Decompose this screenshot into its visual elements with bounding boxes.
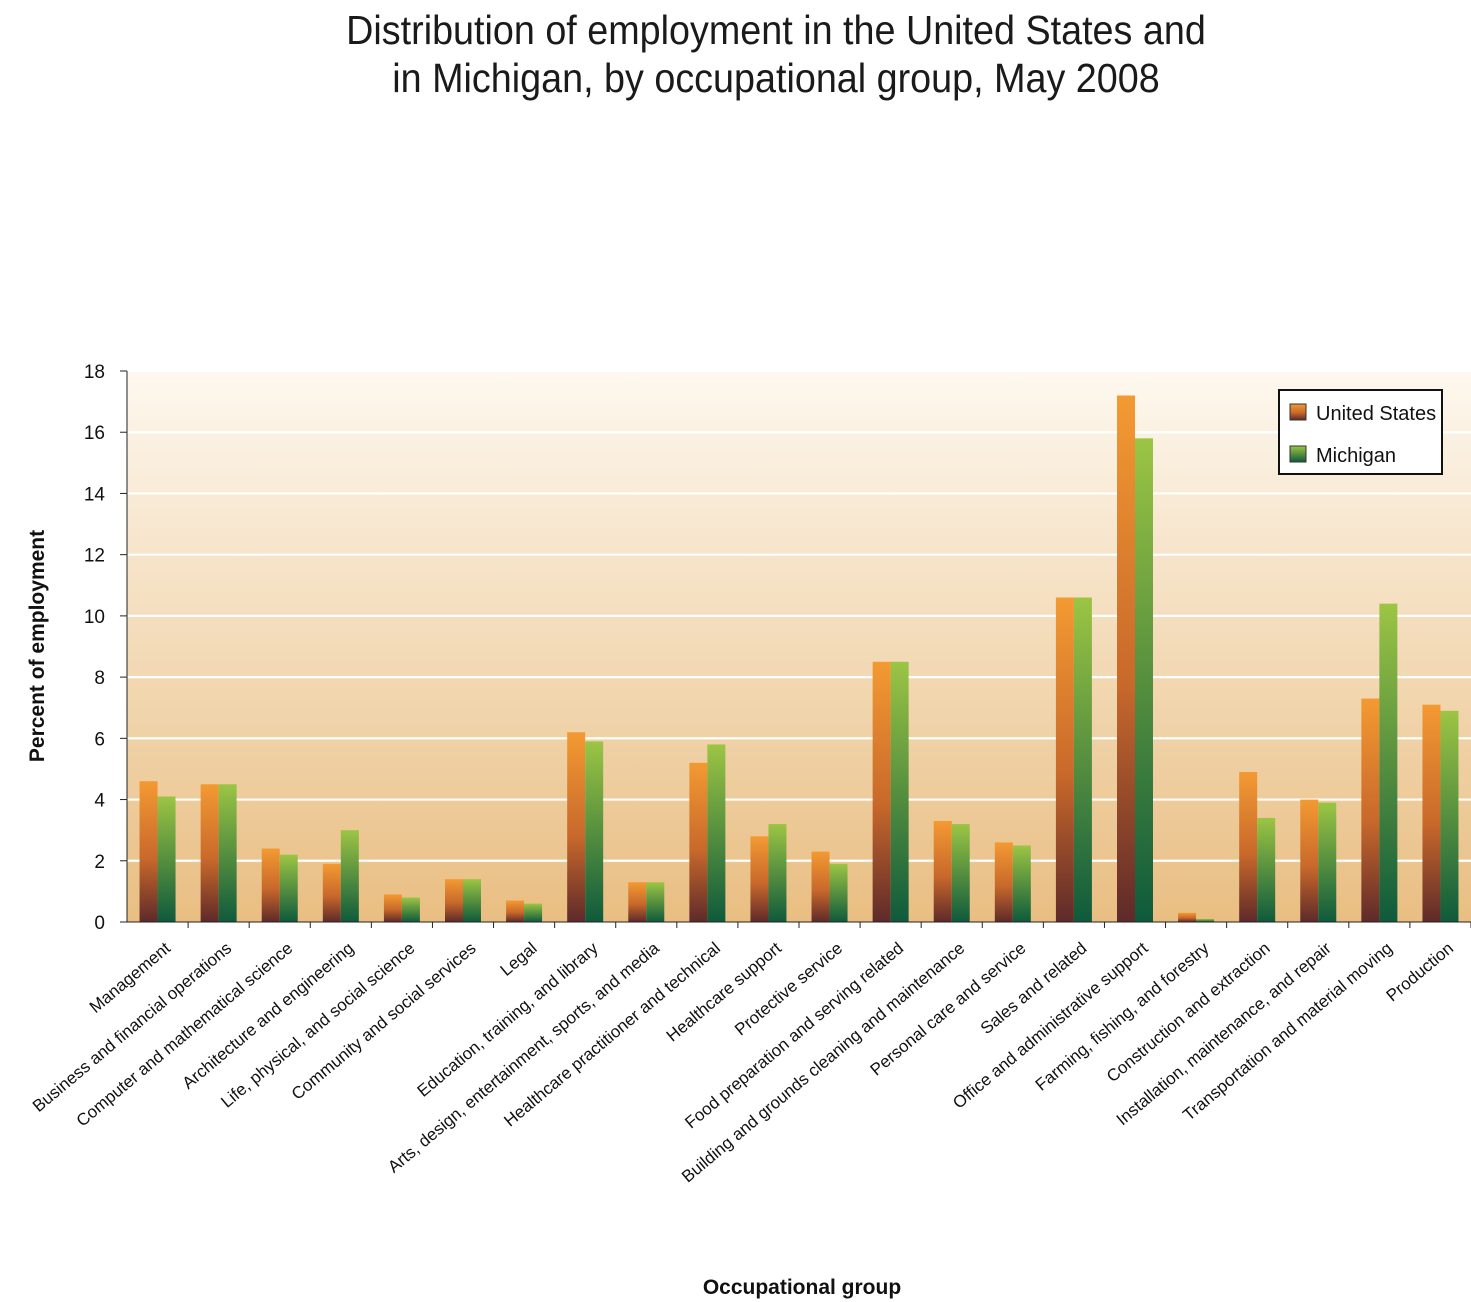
legend-swatch-united-states xyxy=(1289,403,1307,421)
bar-united-states xyxy=(567,732,586,922)
bar-united-states xyxy=(1178,912,1197,922)
bar-michigan xyxy=(1012,845,1031,922)
category-label: Installation, maintenance, and repair xyxy=(1113,938,1335,1129)
bar-michigan xyxy=(279,854,298,922)
bar-michigan xyxy=(951,824,970,922)
bar-united-states xyxy=(200,784,219,922)
chart-title-line-2: in Michigan, by occupational group, May … xyxy=(392,55,1160,101)
bar-united-states xyxy=(445,879,463,922)
bar-united-states xyxy=(933,820,952,922)
bar-united-states xyxy=(811,851,830,922)
legend: United States Michigan xyxy=(1278,389,1443,475)
y-tick-label: 16 xyxy=(84,423,105,444)
bar-michigan xyxy=(1440,710,1459,922)
y-tick-label: 18 xyxy=(84,362,105,383)
legend-label-michigan: Michigan xyxy=(1316,445,1396,467)
bar-united-states xyxy=(1361,698,1380,922)
bar-michigan xyxy=(829,863,848,922)
x-axis-title: Occupational group xyxy=(703,1276,901,1299)
axes xyxy=(120,370,1471,928)
category-label: Protective service xyxy=(731,939,846,1040)
category-label: Computer and mathematical science xyxy=(73,939,297,1131)
legend-swatch-michigan xyxy=(1289,445,1307,463)
bar-united-states xyxy=(383,894,402,922)
y-tick-label: 6 xyxy=(94,729,105,750)
bar-united-states xyxy=(750,836,769,922)
y-tick-label: 8 xyxy=(94,668,105,689)
bar-united-states xyxy=(872,661,891,922)
bar-united-states xyxy=(1055,597,1074,922)
bar-michigan xyxy=(1257,817,1276,922)
bar-michigan xyxy=(463,879,481,922)
category-label: Legal xyxy=(497,939,541,980)
bar-united-states xyxy=(506,900,525,922)
category-label: Building and grounds cleaning and mainte… xyxy=(678,939,968,1187)
category-label: Healthcare practitioner and technical xyxy=(500,939,724,1131)
bar-united-states xyxy=(1117,395,1135,922)
bar-michigan xyxy=(157,796,176,922)
bar-michigan xyxy=(1196,918,1215,922)
y-tick-label: 14 xyxy=(84,484,106,505)
category-label: Production xyxy=(1383,939,1457,1006)
y-tick-label: 4 xyxy=(94,791,105,812)
y-axis-title: Percent of employment xyxy=(26,530,49,762)
y-tick-label: 12 xyxy=(84,546,105,567)
bar-michigan xyxy=(401,897,420,922)
bar-united-states xyxy=(628,882,647,922)
y-tick-label: 10 xyxy=(84,607,105,628)
bar-united-states xyxy=(322,863,341,922)
bar-michigan xyxy=(1073,597,1092,922)
bar-michigan xyxy=(524,903,543,922)
bar-michigan xyxy=(646,882,665,922)
bar-michigan xyxy=(707,744,726,922)
bar-united-states xyxy=(1422,704,1441,922)
bar-united-states xyxy=(1300,799,1319,922)
bar-united-states xyxy=(139,781,158,922)
chart-title-line-1: Distribution of employment in the United… xyxy=(346,7,1206,53)
bar-michigan xyxy=(1135,438,1153,922)
category-label: Sales and related xyxy=(977,939,1091,1039)
bar-united-states xyxy=(1239,772,1258,922)
bar-united-states xyxy=(994,842,1013,922)
bar-united-states xyxy=(261,848,280,922)
bar-michigan xyxy=(890,661,909,922)
y-tick-label: 2 xyxy=(94,852,105,873)
bar-michigan xyxy=(1379,603,1398,922)
y-tick-label: 0 xyxy=(94,913,105,934)
bars xyxy=(139,395,1459,922)
bar-michigan xyxy=(585,741,604,922)
bar-michigan xyxy=(1318,802,1337,922)
category-label: Healthcare support xyxy=(663,938,785,1045)
category-label: Food preparation and serving related xyxy=(681,939,907,1133)
chart-title: Distribution of employment in the United… xyxy=(62,6,1471,102)
bar-michigan xyxy=(768,824,787,922)
bar-michigan xyxy=(340,830,359,922)
legend-label-united-states: United States xyxy=(1316,403,1436,425)
bar-united-states xyxy=(689,762,708,922)
bar-michigan xyxy=(218,784,237,922)
